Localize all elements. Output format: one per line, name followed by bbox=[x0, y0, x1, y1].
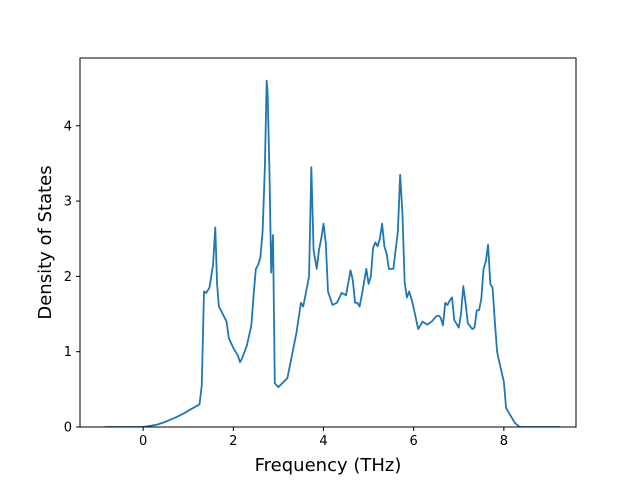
x-tick-label: 2 bbox=[229, 434, 237, 449]
x-tick-label: 6 bbox=[410, 434, 418, 449]
y-tick-label: 2 bbox=[64, 270, 72, 285]
y-axis-ticks: 0 1 2 3 4 bbox=[64, 119, 80, 436]
plot-frame bbox=[79, 57, 577, 428]
y-tick-label: 1 bbox=[64, 345, 72, 360]
x-tick-label: 8 bbox=[500, 434, 508, 449]
y-tick-label: 4 bbox=[64, 119, 72, 134]
y-axis-label: Density of States bbox=[35, 165, 56, 319]
x-axis-ticks: 0 2 4 6 8 bbox=[139, 427, 508, 449]
x-axis-label: Frequency (THz) bbox=[255, 455, 402, 476]
y-tick-label: 0 bbox=[64, 421, 72, 436]
series-layer bbox=[104, 79, 561, 427]
y-tick-label: 3 bbox=[64, 195, 72, 210]
x-tick-label: 4 bbox=[319, 434, 327, 449]
series-line-0 bbox=[104, 79, 561, 427]
x-tick-label: 0 bbox=[139, 434, 147, 449]
